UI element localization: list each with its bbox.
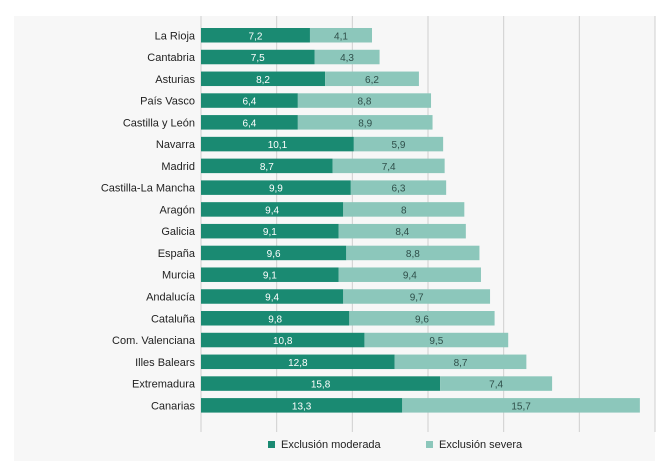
value-label-severa-pais-vasco: 8,8 bbox=[357, 97, 371, 108]
bar-severa-aragon bbox=[343, 202, 465, 217]
value-label-severa-aragon: 8 bbox=[401, 205, 407, 216]
bar-severa-cantabria bbox=[314, 49, 380, 65]
value-label-moderada-cataluna: 9,8 bbox=[268, 314, 282, 325]
bar-moderada-castilla-y-leon bbox=[201, 115, 298, 130]
value-label-severa-illes-balears: 8,7 bbox=[454, 358, 468, 369]
bar-severa-castilla-la-mancha bbox=[350, 180, 447, 195]
bar-moderada-pais-vasco bbox=[201, 93, 298, 108]
value-label-moderada-andalucia: 9,4 bbox=[265, 292, 279, 303]
bar-severa-illes-balears bbox=[394, 354, 527, 370]
value-label-moderada-la-rioja: 7,2 bbox=[249, 31, 263, 42]
category-label-cataluna: Cataluña bbox=[151, 313, 196, 325]
bar-moderada-murcia bbox=[201, 267, 339, 282]
value-label-moderada-madrid: 8,7 bbox=[260, 162, 274, 173]
category-label-murcia: Murcia bbox=[162, 270, 196, 282]
value-label-moderada-navarra: 10,1 bbox=[268, 140, 288, 151]
bar-severa-madrid bbox=[332, 158, 445, 174]
bar-severa-cataluna bbox=[349, 311, 495, 326]
bar-severa-andalucia bbox=[343, 289, 491, 304]
category-label-asturias: Asturias bbox=[155, 74, 195, 86]
value-label-severa-castilla-y-leon: 8,9 bbox=[358, 118, 372, 129]
category-label-andalucia: Andalucía bbox=[146, 291, 196, 303]
bar-severa-navarra bbox=[353, 136, 444, 152]
bar-moderada-cataluna bbox=[201, 311, 350, 326]
category-label-illes-balears: Illes Balears bbox=[135, 357, 195, 369]
value-label-moderada-castilla-la-mancha: 9,9 bbox=[269, 184, 283, 195]
value-label-severa-navarra: 5,9 bbox=[392, 140, 406, 151]
bar-moderada-asturias bbox=[201, 71, 326, 87]
value-label-moderada-asturias: 8,2 bbox=[256, 75, 270, 86]
value-label-severa-andalucia: 9,7 bbox=[410, 292, 424, 303]
category-labels: La Rioja Cantabria Asturias País Vasco Casti… bbox=[101, 30, 196, 412]
legend: Exclusión moderada Exclusión severa bbox=[268, 439, 523, 451]
bar-severa-com-valenciana bbox=[364, 332, 509, 348]
bar-moderada-aragon bbox=[201, 202, 344, 217]
category-label-castilla-la-mancha: Castilla-La Mancha bbox=[101, 183, 196, 195]
value-label-severa-extremadura: 7,4 bbox=[489, 380, 503, 391]
value-label-moderada-extremadura: 15,8 bbox=[311, 380, 331, 391]
bars: 7,2 4,1 7,5 4,3 8,2 6,2 6,4 8,8 6,4 8,9 10,1 5,9 8,7… bbox=[201, 28, 640, 413]
bar-moderada-navarra bbox=[201, 136, 354, 152]
bar-severa-canarias bbox=[402, 398, 640, 413]
bar-moderada-galicia bbox=[201, 223, 339, 239]
bar-severa-pais-vasco bbox=[297, 93, 432, 108]
category-label-com-valenciana: Com. Valenciana bbox=[112, 335, 196, 347]
category-label-galicia: Galicia bbox=[161, 226, 196, 238]
category-label-navarra: Navarra bbox=[156, 139, 196, 151]
bar-moderada-andalucia bbox=[201, 289, 344, 304]
value-label-severa-castilla-la-mancha: 6,3 bbox=[392, 184, 406, 195]
bar-moderada-espana bbox=[201, 245, 347, 261]
legend-label-exclusion-moderada: Exclusión moderada bbox=[281, 439, 382, 451]
value-label-severa-murcia: 9,4 bbox=[403, 271, 417, 282]
category-label-pais-vasco: País Vasco bbox=[140, 96, 195, 108]
value-label-moderada-pais-vasco: 6,4 bbox=[242, 97, 256, 108]
value-label-moderada-galicia: 9,1 bbox=[263, 227, 277, 238]
bar-severa-castilla-y-leon bbox=[297, 115, 433, 130]
value-label-moderada-illes-balears: 12,8 bbox=[288, 358, 308, 369]
value-label-moderada-murcia: 9,1 bbox=[263, 271, 277, 282]
value-label-moderada-canarias: 13,3 bbox=[292, 401, 312, 412]
category-label-extremadura: Extremadura bbox=[132, 379, 196, 391]
bar-moderada-castilla-la-mancha bbox=[201, 180, 351, 195]
bar-moderada-cantabria bbox=[201, 49, 315, 65]
category-label-canarias: Canarias bbox=[151, 400, 196, 412]
legend-label-exclusion-severa: Exclusión severa bbox=[439, 439, 523, 451]
value-label-moderada-cantabria: 7,5 bbox=[251, 53, 265, 64]
value-label-severa-espana: 8,8 bbox=[406, 249, 420, 260]
value-label-moderada-com-valenciana: 10,8 bbox=[273, 336, 293, 347]
bar-severa-asturias bbox=[325, 71, 419, 87]
bar-severa-murcia bbox=[338, 267, 481, 282]
bar-severa-la-rioja bbox=[309, 28, 373, 43]
bar-severa-galicia bbox=[338, 223, 466, 239]
category-label-madrid: Madrid bbox=[161, 161, 195, 173]
bar-moderada-com-valenciana bbox=[201, 332, 365, 348]
bar-moderada-madrid bbox=[201, 158, 333, 174]
category-label-espana: España bbox=[158, 248, 196, 260]
value-label-moderada-castilla-y-leon: 6,4 bbox=[242, 118, 256, 129]
category-label-la-rioja: La Rioja bbox=[155, 30, 196, 42]
bar-moderada-illes-balears bbox=[201, 354, 395, 370]
value-label-moderada-espana: 9,6 bbox=[267, 249, 281, 260]
bar-moderada-canarias bbox=[201, 398, 403, 413]
bar-severa-extremadura bbox=[440, 376, 553, 391]
value-label-severa-canarias: 15,7 bbox=[511, 401, 531, 412]
legend-swatch-exclusion-moderada bbox=[268, 441, 275, 448]
legend-swatch-exclusion-severa bbox=[426, 441, 433, 448]
bar-severa-espana bbox=[346, 245, 480, 261]
value-label-severa-galicia: 8,4 bbox=[395, 227, 409, 238]
value-label-severa-la-rioja: 4,1 bbox=[334, 31, 348, 42]
value-label-severa-asturias: 6,2 bbox=[365, 75, 379, 86]
value-label-severa-cataluna: 9,6 bbox=[415, 314, 429, 325]
value-label-severa-madrid: 7,4 bbox=[382, 162, 396, 173]
value-label-moderada-aragon: 9,4 bbox=[265, 205, 279, 216]
category-label-cantabria: Cantabria bbox=[147, 52, 196, 64]
value-label-severa-com-valenciana: 9,5 bbox=[429, 336, 443, 347]
category-label-castilla-y-leon: Castilla y León bbox=[123, 117, 195, 129]
bar-moderada-la-rioja bbox=[201, 28, 310, 43]
category-label-aragon: Aragón bbox=[160, 204, 195, 216]
bar-moderada-extremadura bbox=[201, 376, 441, 391]
value-label-severa-cantabria: 4,3 bbox=[340, 53, 354, 64]
